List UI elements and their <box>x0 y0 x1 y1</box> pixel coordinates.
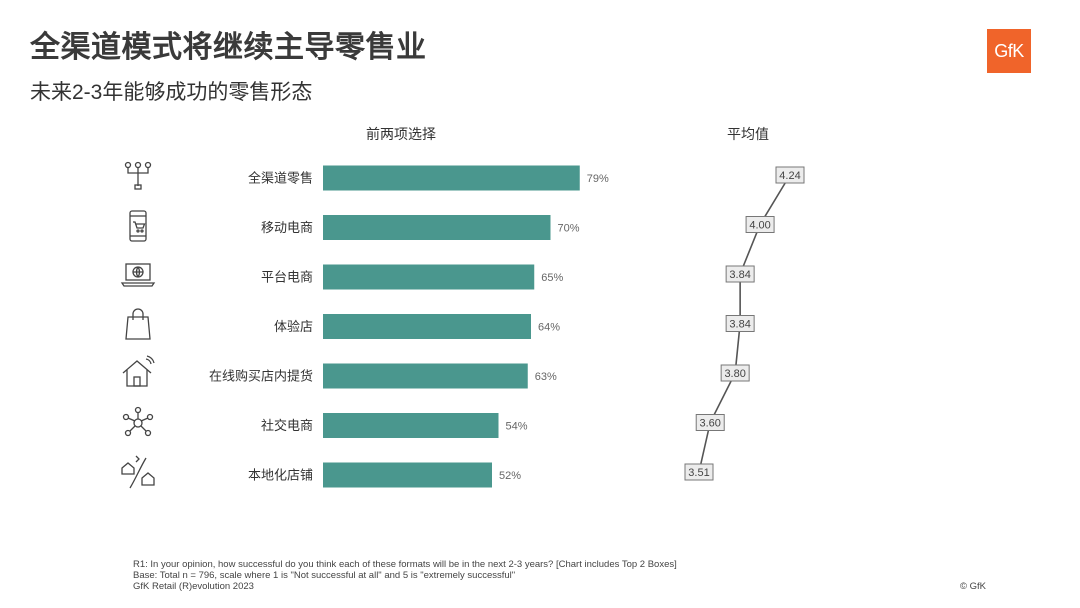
page-subtitle: 未来2-3年能够成功的零售形态 <box>30 81 313 104</box>
laptop-globe-icon <box>120 263 156 287</box>
copyright: © GfK <box>960 581 987 592</box>
category-label: 全渠道零售 <box>248 171 313 186</box>
category-label: 平台电商 <box>261 270 313 285</box>
bar <box>323 314 531 339</box>
bar <box>323 165 580 191</box>
average-value-label: 3.80 <box>724 368 745 380</box>
average-column-header: 平均值 <box>727 126 769 142</box>
average-value-label: 4.24 <box>779 170 800 182</box>
average-point-box <box>695 414 725 431</box>
bar <box>323 363 528 389</box>
footnote-source: GfK Retail (R)evolution 2023 <box>133 581 254 592</box>
bar-value-label: 64% <box>538 322 560 334</box>
bar <box>323 413 499 438</box>
average-point-box <box>725 315 755 332</box>
average-point-box <box>684 463 714 481</box>
category-label: 移动电商 <box>261 220 313 235</box>
average-value-label: 3.60 <box>700 418 721 430</box>
average-value-label: 3.84 <box>729 269 750 281</box>
category-label: 体验店 <box>274 319 313 334</box>
bar-column-header: 前两项选择 <box>366 126 436 142</box>
social-network-icon <box>122 406 154 437</box>
bar-value-label: 63% <box>535 371 557 383</box>
bar-value-label: 52% <box>499 470 521 482</box>
footnote-question-note: [Chart includes Top 2 Boxes] <box>555 559 677 570</box>
bar <box>323 264 535 290</box>
gfk-logo: GfK <box>987 29 1031 73</box>
network-icon <box>124 161 152 190</box>
footnote-question-text: R1: In your opinion, how successful do y… <box>133 559 554 570</box>
bar-value-label: 79% <box>587 173 609 185</box>
average-point-box <box>725 265 755 283</box>
footnote-question: R1: In your opinion, how successful do y… <box>133 559 677 570</box>
bar <box>323 215 551 240</box>
average-point-box <box>775 166 805 184</box>
bar-value-label: 54% <box>506 421 528 433</box>
category-label: 在线购买店内提货 <box>209 369 313 384</box>
bar-value-label: 70% <box>558 223 580 235</box>
shopping-bag-icon <box>125 308 151 340</box>
page-title: 全渠道模式将继续主导零售业 <box>30 31 427 64</box>
average-value-label: 4.00 <box>749 220 770 232</box>
average-value-label: 3.84 <box>729 319 750 331</box>
category-label: 社交电商 <box>261 418 313 433</box>
mobile-cart-icon <box>129 210 147 242</box>
local-store-icon <box>121 455 155 489</box>
average-value-label: 3.51 <box>688 467 709 479</box>
average-point-box <box>745 216 775 233</box>
bar <box>323 462 492 488</box>
category-label: 本地化店铺 <box>248 468 313 483</box>
smart-home-icon <box>122 355 155 387</box>
footnote-base: Base: Total n = 796, scale where 1 is "N… <box>133 570 516 581</box>
average-point-box <box>720 364 750 382</box>
bar-value-label: 65% <box>541 272 563 284</box>
